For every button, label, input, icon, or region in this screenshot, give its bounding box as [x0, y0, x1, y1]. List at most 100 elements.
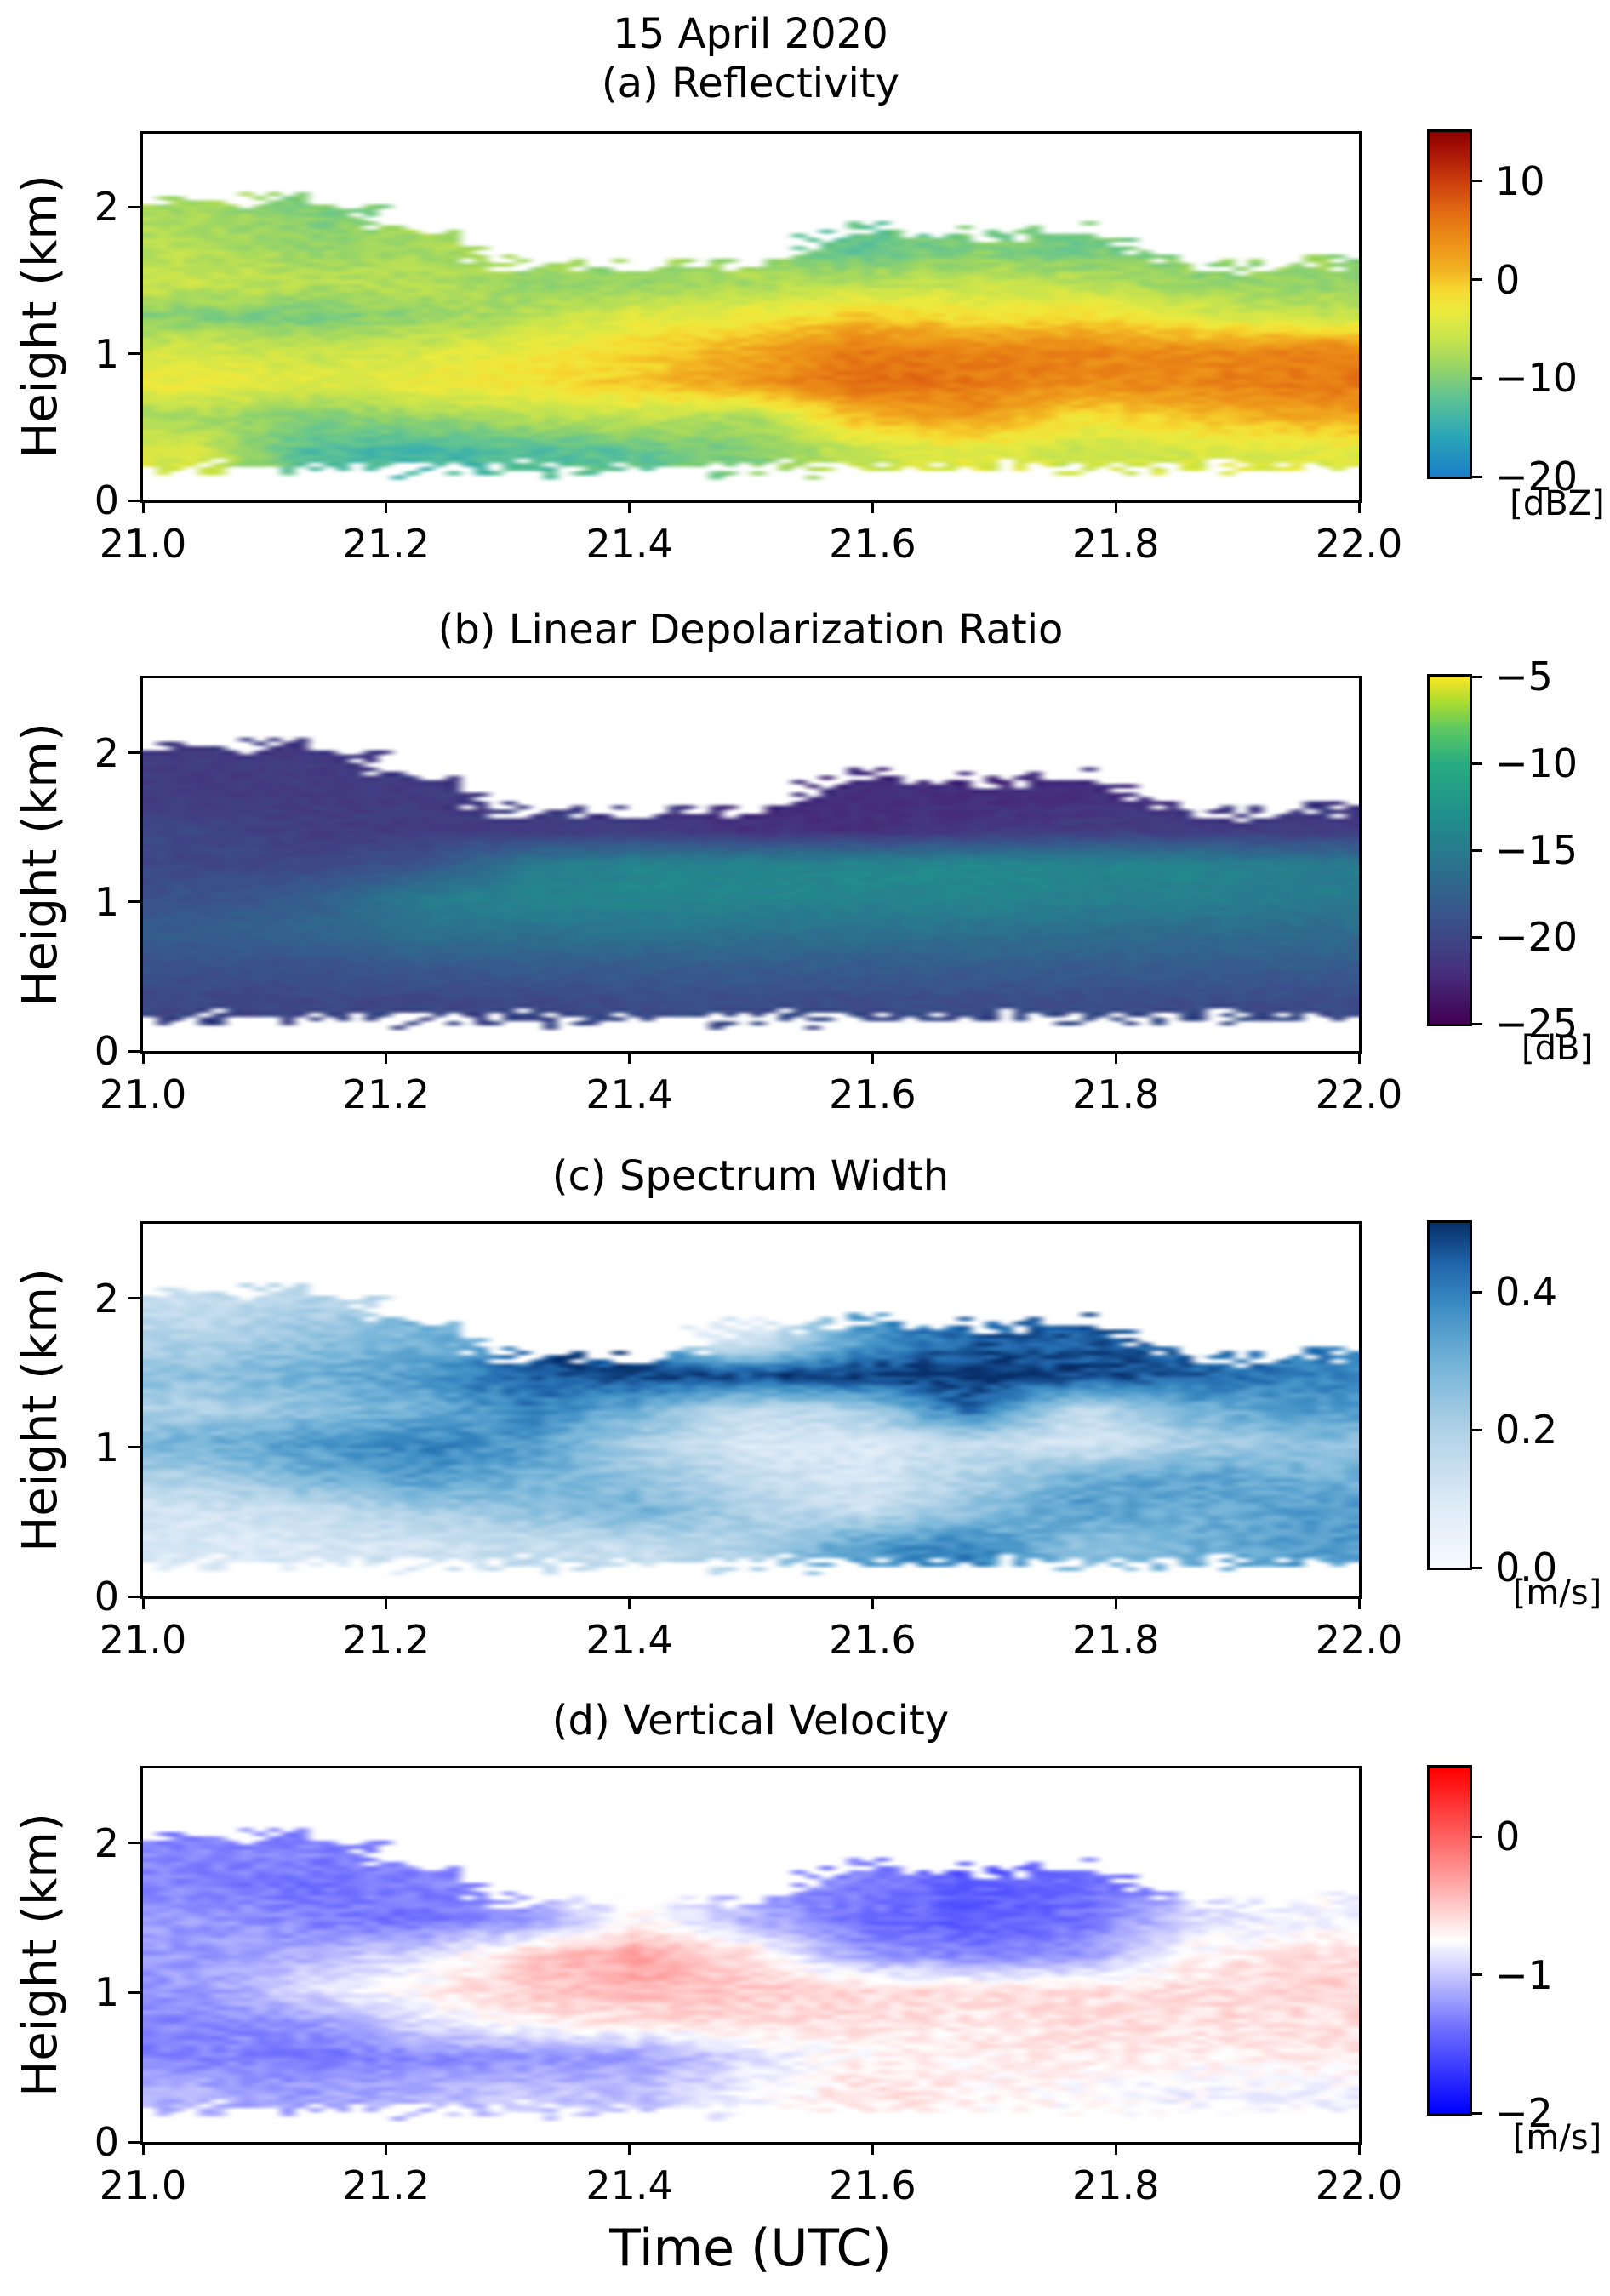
x-tick-label: 21.0: [99, 521, 187, 567]
x-tick: [628, 1596, 631, 1609]
colorbar-tick-label: 0.2: [1495, 1407, 1558, 1453]
colorbar-tick: [1470, 935, 1482, 939]
x-tick-label: 21.2: [342, 1071, 431, 1117]
colorbar-tick: [1470, 1290, 1482, 1294]
x-tick-label: 21.0: [99, 2162, 187, 2208]
y-tick-label: 2: [94, 1275, 119, 1322]
panel-a-plot-frame: [140, 131, 1362, 503]
y-tick: [128, 1446, 141, 1449]
x-tick: [628, 1051, 631, 1064]
panel-c-y-axis-label: Height (km): [13, 1268, 68, 1552]
colorbar-tick: [1470, 1566, 1482, 1569]
x-tick: [1114, 1051, 1117, 1064]
x-tick: [871, 500, 874, 513]
x-tick-label: 21.6: [829, 1617, 916, 1663]
panel-a-colorbar: [1430, 132, 1470, 477]
colorbar-tick: [1470, 1022, 1482, 1025]
y-tick-label: 0: [94, 1028, 119, 1074]
x-tick-label: 21.8: [1071, 1071, 1160, 1117]
y-tick-label: 2: [94, 1819, 119, 1866]
x-tick-label: 21.4: [585, 2162, 673, 2208]
x-tick-label: 21.4: [585, 1071, 673, 1117]
x-tick-label: 22.0: [1315, 2162, 1403, 2208]
y-tick-label: 1: [94, 878, 119, 925]
panel-d-colorbar-frame: [1427, 1765, 1472, 2116]
panel-d-plot-frame: [140, 1766, 1362, 2145]
panel-c-colorbar-frame: [1427, 1220, 1472, 1570]
colorbar-tick: [1470, 278, 1482, 282]
x-tick: [385, 1596, 388, 1609]
x-tick-label: 21.8: [1071, 521, 1160, 567]
x-tick-label: 21.2: [342, 521, 431, 567]
panel-b-colorbar-unit: [dB]: [1521, 1029, 1594, 1068]
panel-b-colorbar: [1430, 677, 1470, 1024]
x-tick: [1357, 2142, 1361, 2155]
x-tick: [871, 1596, 874, 1609]
y-tick: [128, 751, 141, 755]
y-tick-label: 1: [94, 1969, 119, 2016]
panel-b-heatmap: [143, 678, 1359, 1051]
y-tick-label: 1: [94, 1424, 119, 1471]
colorbar-tick: [1470, 180, 1482, 183]
panel-d-colorbar-unit: [m/s]: [1512, 2118, 1602, 2157]
panel-b-y-axis-label: Height (km): [13, 722, 68, 1007]
x-tick: [1357, 1596, 1361, 1609]
y-tick: [128, 352, 141, 356]
y-tick: [128, 1595, 141, 1598]
panel-b-title: (b) Linear Depolarization Ratio: [437, 606, 1064, 654]
colorbar-tick-label: 0: [1495, 1813, 1521, 1860]
panel-c-colorbar-unit: [m/s]: [1512, 1574, 1602, 1613]
colorbar-tick-label: −5: [1495, 654, 1553, 700]
y-tick: [128, 499, 141, 502]
colorbar-tick: [1470, 2111, 1482, 2115]
colorbar-tick: [1470, 376, 1482, 380]
colorbar-tick-label: −1: [1495, 1951, 1553, 1998]
colorbar-tick-label: −2: [1495, 2090, 1553, 2136]
panel-c-plot-frame: [140, 1221, 1362, 1599]
x-tick-label: 21.0: [99, 1071, 187, 1117]
y-tick-label: 0: [94, 2119, 119, 2165]
colorbar-tick-label: 0.0: [1495, 1545, 1558, 1591]
x-tick-label: 21.6: [829, 521, 916, 567]
x-tick: [141, 1051, 145, 1064]
x-tick: [1357, 1051, 1361, 1064]
colorbar-tick: [1470, 848, 1482, 852]
y-tick: [128, 2140, 141, 2144]
x-tick: [385, 500, 388, 513]
panel-c-title: (c) Spectrum Width: [551, 1152, 950, 1200]
x-tick-label: 21.4: [585, 1617, 673, 1663]
panel-c-colorbar: [1430, 1223, 1470, 1568]
x-tick: [1357, 500, 1361, 513]
y-tick-label: 2: [94, 184, 119, 231]
panel-a-title: (a) Reflectivity: [601, 60, 900, 107]
x-tick: [871, 1051, 874, 1064]
x-tick: [1114, 1596, 1117, 1609]
x-tick: [1114, 2142, 1117, 2155]
panel-a-colorbar-unit: [dBZ]: [1510, 484, 1605, 523]
y-tick-label: 0: [94, 1574, 119, 1619]
colorbar-tick: [1470, 762, 1482, 765]
y-tick: [128, 1049, 141, 1053]
y-tick-label: 0: [94, 477, 119, 523]
panel-a-heatmap: [143, 134, 1359, 500]
figure-suptitle: 15 April 2020: [613, 10, 888, 58]
colorbar-tick-label: 0.4: [1495, 1269, 1558, 1315]
x-tick-label: 22.0: [1315, 1071, 1403, 1117]
panel-d-y-axis-label: Height (km): [13, 1813, 68, 2097]
x-tick-label: 21.2: [342, 1617, 431, 1663]
x-tick: [385, 2142, 388, 2155]
x-tick: [141, 500, 145, 513]
panel-a-y-axis-label: Height (km): [13, 174, 68, 459]
colorbar-tick-label: −10: [1495, 740, 1579, 786]
x-tick: [628, 500, 631, 513]
panel-c-heatmap: [143, 1224, 1359, 1596]
panel-b-plot-frame: [140, 676, 1362, 1054]
y-tick: [128, 205, 141, 208]
colorbar-tick-label: 0: [1495, 256, 1521, 303]
x-axis-label: Time (UTC): [609, 2219, 892, 2278]
y-tick: [128, 1297, 141, 1300]
x-tick: [141, 1596, 145, 1609]
x-tick: [871, 2142, 874, 2155]
colorbar-tick-label: −15: [1495, 827, 1579, 873]
